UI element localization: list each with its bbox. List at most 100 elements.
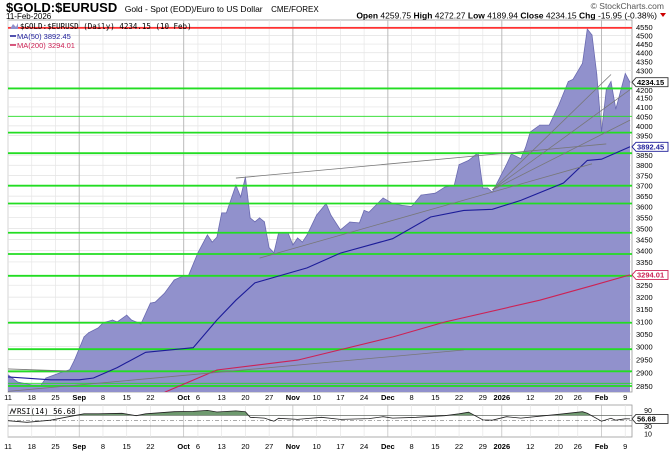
y-tick-label: 3400 [636,247,653,256]
price-point [444,186,446,188]
y-tick-label: 2950 [636,356,653,365]
price-point [249,217,251,219]
x-tick-label: 22 [146,442,154,451]
x-tick-label: 25 [51,393,59,402]
x-tick-label: 8 [101,442,105,451]
x-tick-label: 18 [28,393,36,402]
trendline [8,349,464,392]
price-point [164,292,166,294]
rsi-tick-label: 10 [644,432,652,439]
x-tick-label: 10 [312,442,320,451]
price-point [349,221,351,223]
y-tick-label: 3150 [636,305,653,314]
ma200-value-tag-text: 3294.01 [637,271,664,280]
copyright-link[interactable]: © StockCharts.com [591,1,664,11]
x-tick-label: 8 [410,442,414,451]
trendline [8,368,70,372]
x-tick-label: 29 [479,393,487,402]
y-tick-label: 4450 [636,40,653,49]
x-tick-label: 29 [479,442,487,451]
ma50-legend: MA(50) 3892.45 [17,32,71,41]
chart-date: 11-Feb-2026 [6,12,52,21]
price-point [292,244,294,246]
y-tick-label: 3550 [636,213,653,222]
price-point [330,214,332,216]
ma50-value-tag-text: 3892.45 [637,143,664,152]
close-value: 4234.15 [546,11,577,21]
price-point [458,164,460,166]
y-tick-label: 3950 [636,132,653,141]
price-value-tag: 4234.15 [631,77,669,88]
rsi-value-tag-box [631,413,669,424]
price-point [539,124,541,126]
x-tick-label: 12 [526,393,534,402]
price-point [411,206,412,207]
price-point [140,323,142,325]
x-tick-label: Dec [381,393,395,402]
trendline [259,163,593,259]
x-tick-label: 15 [431,393,439,402]
y-tick-label: 3050 [636,330,653,339]
y-tick-label: 3700 [636,182,653,191]
trendline [492,74,612,191]
x-tick-label: 9 [623,393,627,402]
ma200-line [164,274,631,392]
y-tick-label: 4000 [636,122,653,131]
price-point [126,314,128,316]
y-tick-label: 4150 [636,94,653,103]
y-tick-label: 4350 [636,57,653,66]
y-tick-label: 4400 [636,49,653,58]
x-tick-label: 11 [4,393,12,402]
price-point [572,78,574,80]
price-point [487,187,488,189]
price-point [254,221,256,223]
y-tick-label: 4050 [636,112,653,121]
x-tick-label: 15 [123,393,131,402]
price-point [434,192,436,194]
trendline [492,119,631,191]
price-point [69,369,71,371]
chart-title-line: $GOLD:$EURUSD Gold - Spot (EOD)/Euro to … [6,0,319,16]
x-tick-label: 8 [101,393,105,402]
price-point [368,211,370,213]
price-line [8,28,631,386]
price-point [207,234,208,236]
y-tick-label: 3200 [636,293,653,302]
chg-value: -15.95 (-0.38%) [598,11,657,21]
price-point [240,196,242,198]
price-point [605,89,607,91]
price-point [88,332,90,334]
y-tick-label: 3250 [636,281,653,290]
x-tick-label: 10 [312,393,320,402]
price-point [45,377,47,379]
x-tick-label: 22 [455,393,463,402]
exchange-label: CME/FOREX [271,5,319,14]
y-tick-label: 3100 [636,317,653,326]
rsi-value-tag: 56.68 [631,413,669,424]
price-point [226,212,227,214]
x-tick-label: Oct [177,393,190,402]
chart-symbol: $GOLD:$EURUSD [6,0,117,15]
x-tick-label: 20 [555,393,563,402]
price-value-tag-box [631,77,669,88]
price-point [59,372,61,374]
x-tick-label: 6 [196,393,200,402]
ma200-legend: MA(200) 3294.01 [17,41,75,50]
x-tick-label: Feb [595,393,609,402]
price-point [582,62,583,64]
y-tick-label: 2850 [636,382,653,391]
price-point [624,73,626,74]
price-point [558,104,560,106]
x-tick-label: 11 [4,442,12,451]
price-point [263,221,265,223]
price-point [197,252,199,254]
low-value: 4189.94 [487,11,518,21]
x-tick-label: 26 [574,442,582,451]
x-tick-label: 24 [360,442,368,451]
price-point [221,212,223,214]
x-tick-label: 18 [28,442,36,451]
price-point [150,302,151,304]
close-label: Close [520,11,543,21]
x-tick-label: 2026 [493,393,510,402]
